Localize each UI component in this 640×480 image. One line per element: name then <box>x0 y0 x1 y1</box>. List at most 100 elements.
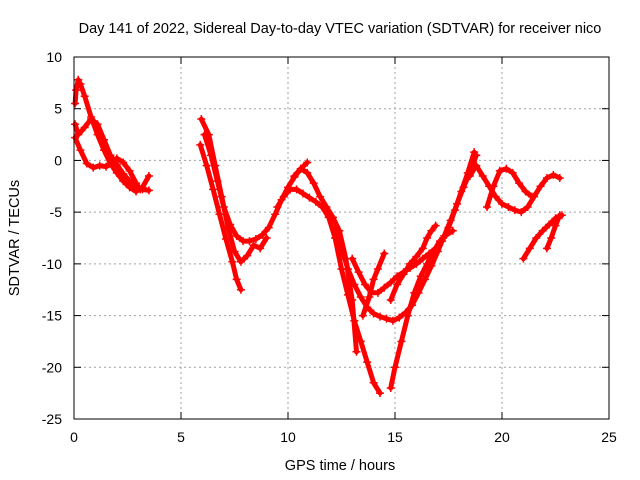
y-tick-label: 10 <box>46 49 62 65</box>
data-point-marker <box>369 378 378 387</box>
data-point-marker <box>491 192 500 201</box>
data-series <box>71 75 566 398</box>
data-point-marker <box>465 171 474 180</box>
data-point-marker <box>483 202 492 211</box>
data-point-marker <box>354 268 363 277</box>
data-point-marker <box>298 189 307 198</box>
data-point-marker <box>373 288 382 297</box>
data-point-marker <box>316 192 325 201</box>
data-point-marker <box>470 148 479 157</box>
data-point-marker <box>136 185 145 194</box>
data-point-marker <box>517 208 526 217</box>
x-tick-label: 5 <box>177 429 185 445</box>
data-point-marker <box>397 337 406 346</box>
axis-ticks <box>73 56 610 420</box>
data-point-marker <box>435 237 444 246</box>
data-point-marker <box>125 166 134 175</box>
data-point-marker <box>106 151 115 160</box>
data-point-marker <box>380 283 389 292</box>
data-point-marker <box>202 161 211 170</box>
data-point-marker <box>376 312 385 321</box>
data-point-marker <box>343 265 352 274</box>
data-point-marker <box>251 235 260 244</box>
data-point-marker <box>232 275 241 284</box>
data-point-marker <box>305 193 314 202</box>
data-point-marker <box>209 185 218 194</box>
data-point-marker <box>236 257 245 266</box>
data-point-marker <box>536 182 545 191</box>
data-point-marker <box>80 92 89 101</box>
data-point-marker <box>538 226 547 235</box>
data-point-marker <box>527 192 536 201</box>
data-point-marker <box>258 230 267 239</box>
data-point-marker <box>232 231 241 240</box>
plot-frame <box>73 56 610 420</box>
data-point-marker <box>196 140 205 149</box>
data-point-marker <box>444 223 453 232</box>
data-point-marker <box>72 86 81 95</box>
data-point-marker <box>369 275 378 284</box>
data-point-marker <box>450 206 459 215</box>
data-point-marker <box>80 123 89 132</box>
data-point-marker <box>555 211 564 220</box>
data-point-marker <box>472 161 481 170</box>
data-point-marker <box>399 270 408 279</box>
data-point-marker <box>132 179 141 188</box>
data-point-marker <box>206 151 215 160</box>
series-line <box>544 212 563 251</box>
data-point-marker <box>296 164 305 173</box>
data-point-marker <box>423 259 432 268</box>
data-point-marker <box>245 237 254 246</box>
series-track-14 <box>465 161 564 217</box>
data-point-marker <box>515 179 524 188</box>
data-point-marker <box>71 120 80 129</box>
series-track-12 <box>358 249 389 320</box>
data-point-marker <box>412 252 421 261</box>
data-point-marker <box>309 179 318 188</box>
data-point-marker <box>420 275 429 284</box>
data-point-marker <box>393 280 402 289</box>
data-point-marker <box>504 202 513 211</box>
series-track-16 <box>519 211 566 263</box>
data-point-marker <box>519 254 528 263</box>
data-point-marker <box>418 244 427 253</box>
data-point-marker <box>386 296 395 305</box>
data-point-marker <box>363 358 372 367</box>
data-point-marker <box>271 210 280 219</box>
data-point-marker <box>525 244 534 253</box>
data-point-marker <box>418 254 427 263</box>
series-track-17 <box>542 211 564 253</box>
y-tick-label: -25 <box>42 411 62 427</box>
data-point-marker <box>521 187 530 196</box>
data-point-marker <box>391 363 399 372</box>
data-point-marker <box>427 226 436 235</box>
y-tick-label: -10 <box>42 256 62 272</box>
data-point-marker <box>311 197 320 206</box>
data-point-marker <box>262 234 271 242</box>
data-point-marker <box>95 161 104 170</box>
series-track-7 <box>273 185 385 398</box>
x-tick-label: 0 <box>70 429 78 445</box>
series-line <box>484 166 535 210</box>
x-tick-label: 10 <box>280 429 296 445</box>
data-point-marker <box>213 177 222 186</box>
data-point-marker <box>416 272 425 281</box>
series-track-11 <box>386 226 457 392</box>
data-point-marker <box>108 159 117 168</box>
data-point-marker <box>119 169 128 178</box>
data-point-marker <box>74 75 83 84</box>
data-point-marker <box>352 347 361 356</box>
data-point-marker <box>369 309 378 318</box>
data-point-marker <box>495 166 504 175</box>
data-point-marker <box>348 296 357 305</box>
data-point-marker <box>382 314 391 323</box>
data-point-marker <box>373 265 382 274</box>
data-point-marker <box>502 164 511 173</box>
data-point-marker <box>489 182 498 191</box>
series-track-13 <box>386 221 440 305</box>
data-point-marker <box>478 171 487 180</box>
series-track-6 <box>200 130 312 246</box>
data-point-marker <box>386 278 395 287</box>
data-point-marker <box>200 130 209 139</box>
